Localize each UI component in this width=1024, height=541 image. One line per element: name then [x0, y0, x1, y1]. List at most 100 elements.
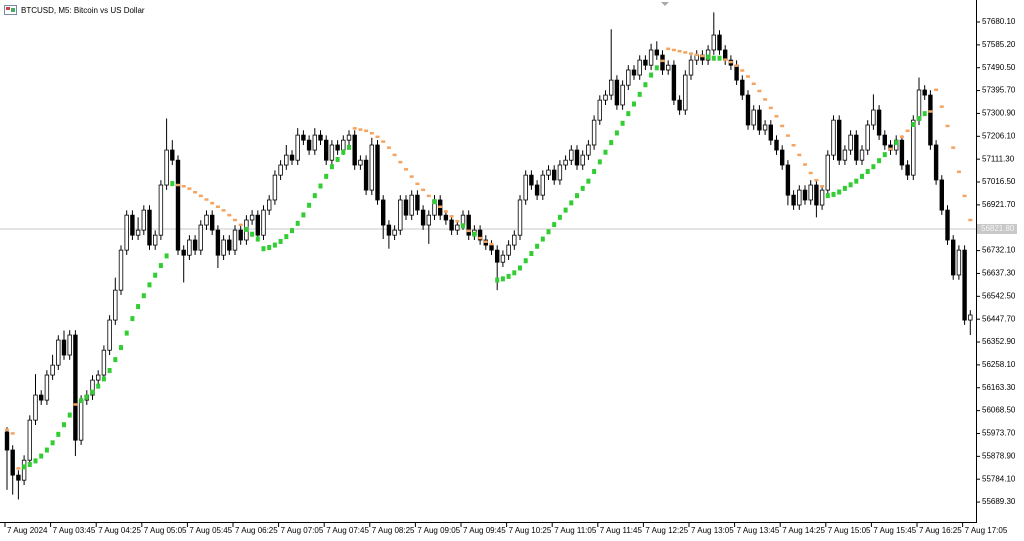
sar-dot	[632, 101, 636, 107]
sar-dot	[278, 238, 283, 244]
sar-dot	[158, 263, 163, 269]
sar-dot	[221, 209, 226, 212]
candle-body	[358, 159, 363, 166]
sar-dot	[39, 453, 44, 459]
sar-dot	[16, 467, 21, 470]
y-tick-label: 55689.30	[982, 497, 1016, 506]
candle-body	[563, 159, 568, 166]
sar-dot	[523, 258, 528, 264]
sar-dot	[472, 231, 477, 237]
sar-dot	[888, 147, 893, 151]
sar-dot	[364, 129, 369, 133]
y-tick-label: 56542.50	[982, 291, 1016, 300]
candle-body	[683, 74, 688, 111]
sar-dot	[706, 54, 711, 60]
candle-body	[272, 174, 278, 201]
sar-dot	[899, 135, 904, 139]
candle-body	[289, 154, 295, 161]
sar-dot	[438, 205, 443, 208]
sar-dot	[825, 193, 830, 199]
candle-body	[261, 209, 266, 236]
sar-dot	[119, 345, 123, 351]
candle-body	[671, 64, 677, 101]
sar-dot	[255, 236, 260, 242]
sar-dot	[181, 184, 186, 188]
sar-dot	[586, 178, 591, 184]
x-tick-label: 7 Aug 07:45	[326, 526, 369, 535]
candle-body	[785, 164, 791, 196]
candle-body	[768, 124, 773, 141]
sar-dot	[466, 229, 471, 233]
sar-dot	[84, 394, 89, 400]
candle-body	[808, 184, 813, 201]
y-tick-label: 57016.50	[982, 177, 1016, 186]
candle-body	[90, 379, 95, 396]
sar-dot	[449, 215, 454, 218]
sar-dot	[580, 185, 585, 191]
candle-body	[574, 149, 580, 166]
candle-body	[16, 474, 21, 481]
x-tick-label: 7 Aug 13:45	[737, 526, 780, 535]
sar-dot	[176, 183, 180, 187]
sar-dot	[956, 170, 961, 174]
candle-body	[597, 99, 602, 121]
sar-dot	[922, 111, 927, 117]
candle-body	[266, 199, 272, 211]
candle-body	[209, 214, 215, 231]
candle-body	[591, 119, 597, 146]
sar-dot	[193, 191, 198, 194]
sar-dot	[244, 226, 249, 232]
sar-dot	[290, 228, 294, 234]
sar-dot	[814, 178, 819, 182]
sar-dot	[700, 54, 705, 58]
sar-dot	[728, 60, 733, 64]
candle-body	[477, 229, 483, 241]
sar-dot	[301, 212, 306, 218]
candle-body	[666, 64, 671, 71]
sar-dot	[141, 293, 146, 299]
candle-body	[455, 224, 460, 231]
sar-dot	[518, 265, 522, 271]
candle-body	[56, 339, 61, 366]
sar-dot	[329, 164, 334, 170]
sar-dot	[734, 64, 739, 67]
sar-dot	[808, 171, 813, 175]
sar-dot	[575, 193, 579, 199]
y-tick-label: 57111.30	[982, 154, 1015, 163]
x-tick-label: 7 Aug 09:45	[463, 526, 506, 535]
sar-dot	[33, 458, 38, 464]
candle-body	[284, 154, 289, 166]
sar-dot	[443, 210, 448, 213]
y-tick-label: 55973.70	[982, 429, 1016, 438]
y-tick-label: 57585.20	[982, 40, 1016, 49]
sar-dot	[535, 243, 540, 249]
sar-dot	[848, 182, 853, 188]
candle-body	[215, 229, 221, 256]
candle-body	[380, 199, 386, 226]
sar-dot	[905, 129, 910, 133]
candle-body	[933, 144, 939, 181]
candle-body	[968, 314, 973, 321]
candle-body	[466, 214, 471, 236]
candle-body	[506, 244, 511, 256]
y-tick-label: 57206.10	[982, 131, 1016, 140]
sar-dot	[654, 65, 659, 71]
sar-dot	[73, 403, 78, 406]
candle-body	[4, 431, 10, 451]
sar-dot	[637, 91, 642, 97]
price-label: 56821.80	[981, 224, 1015, 233]
y-tick-label: 56732.10	[982, 246, 1016, 255]
y-tick-label: 56447.70	[982, 314, 1016, 323]
candle-body	[814, 184, 819, 206]
x-tick-label: 7 Aug 17:05	[965, 526, 1008, 535]
sar-dot	[50, 440, 55, 446]
candle-body	[956, 249, 962, 276]
candle-body	[398, 199, 403, 231]
candle-body	[369, 144, 374, 191]
sar-dot	[312, 193, 317, 199]
sar-dot	[934, 88, 939, 92]
sar-dot	[307, 202, 312, 208]
candle-body	[107, 319, 112, 351]
candle-body	[774, 139, 779, 151]
